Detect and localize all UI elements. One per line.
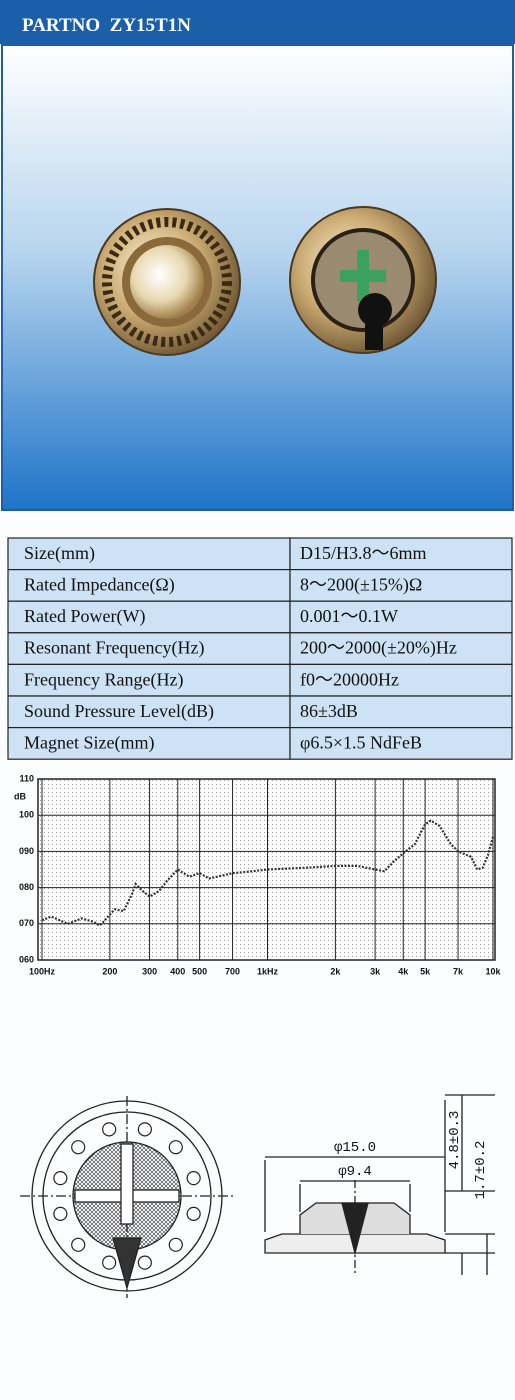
cell-text: 200～2000(±20%)Hz xyxy=(300,638,457,659)
response-curve xyxy=(41,819,495,928)
table-cell xyxy=(7,663,291,697)
table-cell xyxy=(289,663,513,697)
x-tick-label: 400 xyxy=(170,966,185,976)
hole xyxy=(102,1122,117,1137)
cell-text: 8～200(±15%)Ω xyxy=(300,575,422,596)
y-axis-label: dB xyxy=(14,791,26,801)
total-height: 4.8±0.3 xyxy=(447,1111,463,1170)
inner-diameter: φ9.4 xyxy=(338,1164,372,1180)
hole xyxy=(137,1122,152,1137)
y-tick-label: 110 xyxy=(19,773,34,783)
speaker-front xyxy=(93,208,241,356)
spec-table: Size(mm) D15/H3.8～6mm Rated Impedance(Ω) 8～… xyxy=(7,537,513,760)
y-tick-label: 070 xyxy=(19,918,34,928)
cell-text: Size(mm) xyxy=(24,543,95,564)
cell-text: φ6.5×1.5 NdFeB xyxy=(300,733,422,753)
table-cell xyxy=(289,568,513,602)
cell-text: Magnet Size(mm) xyxy=(24,733,154,754)
hole xyxy=(168,1237,183,1252)
x-tick-label: 3k xyxy=(370,966,381,976)
table-cell xyxy=(289,695,513,729)
header-title: PARTNO ZY15T1N xyxy=(22,15,191,36)
hole xyxy=(71,1237,86,1252)
cell-text: f0～20000Hz xyxy=(300,669,399,689)
cell-text: Resonant Frequency(Hz) xyxy=(24,638,204,659)
table-cell xyxy=(7,600,291,634)
x-tick-label: 100Hz xyxy=(29,966,56,976)
x-tick-label: 5k xyxy=(420,966,431,976)
hole xyxy=(168,1140,183,1155)
side-drawing xyxy=(264,1094,495,1275)
cell-text: Sound Pressure Level(dB) xyxy=(24,701,214,722)
cell-text: Rated Power(W) xyxy=(24,606,145,627)
table-cell xyxy=(289,726,513,760)
hole xyxy=(71,1140,86,1155)
table-cell xyxy=(289,600,513,634)
frequency-chart: 060 070 080 090 100 110 100Hz 200 300 400 500 700 1k… xyxy=(19,773,502,976)
body-height: 1.7±0.2 xyxy=(473,1141,489,1200)
table-cell xyxy=(289,632,513,665)
x-tick-label: 300 xyxy=(142,966,157,976)
x-tick-label: 1kHz xyxy=(257,966,279,976)
speaker-back xyxy=(289,206,437,354)
table-cell xyxy=(7,695,291,729)
front-holes xyxy=(53,1122,201,1270)
hole xyxy=(53,1171,68,1186)
y-tick-label: 090 xyxy=(19,846,34,856)
hole xyxy=(102,1255,117,1270)
outer-diameter: φ15.0 xyxy=(334,1140,376,1156)
header-bar xyxy=(0,0,515,44)
hole xyxy=(137,1255,152,1270)
y-tick-label: 060 xyxy=(19,954,34,964)
x-tick-label: 700 xyxy=(225,966,240,976)
hole xyxy=(186,1206,201,1221)
hole xyxy=(53,1206,68,1221)
cell-text: 0.001～0.1W xyxy=(300,606,398,626)
cell-text: 86±3dB xyxy=(300,701,358,721)
plot-area xyxy=(37,778,496,961)
x-tick-label: 200 xyxy=(102,966,117,976)
x-tick-label: 10k xyxy=(485,966,501,976)
hole xyxy=(186,1171,201,1186)
y-tick-label: 080 xyxy=(19,882,34,892)
x-tick-label: 2k xyxy=(330,966,341,976)
cell-text: Frequency Range(Hz) xyxy=(24,669,183,690)
front-drawing xyxy=(20,1096,234,1298)
table-cell xyxy=(7,726,291,760)
x-tick-label: 500 xyxy=(192,966,207,976)
y-tick-label: 100 xyxy=(19,810,34,820)
x-tick-label: 4k xyxy=(398,966,409,976)
x-tick-label: 7k xyxy=(453,966,464,976)
cell-text: D15/H3.8～6mm xyxy=(300,543,427,563)
cell-text: Rated Impedance(Ω) xyxy=(24,575,175,596)
